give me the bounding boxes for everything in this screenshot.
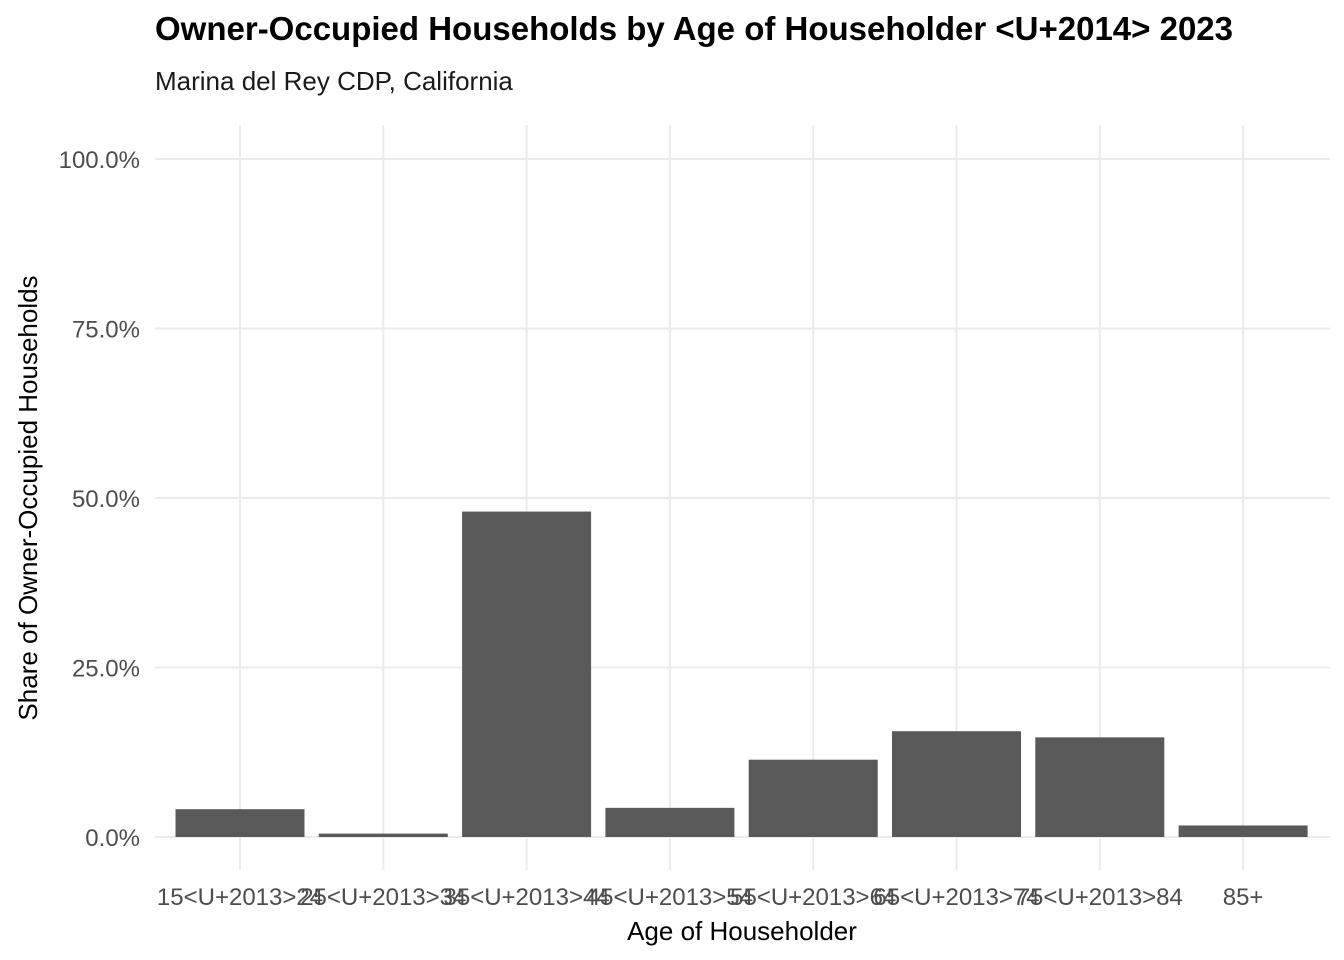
chart-subtitle: Marina del Rey CDP, California <box>155 66 513 96</box>
x-tick-label: 65<U+2013>74 <box>873 884 1039 911</box>
x-tick-label: 75<U+2013>84 <box>1017 884 1183 911</box>
bar <box>1035 737 1165 837</box>
x-tick-label: 35<U+2013>44 <box>444 884 610 911</box>
x-tick-label: 15<U+2013>24 <box>157 884 323 911</box>
x-tick-label: 85+ <box>1223 884 1264 911</box>
y-tick-label: 75.0% <box>72 317 140 344</box>
bar <box>1178 825 1308 837</box>
y-tick-label: 50.0% <box>72 486 140 513</box>
x-axis-title: Age of Householder <box>627 916 857 946</box>
bar <box>605 807 735 837</box>
bar <box>175 809 305 837</box>
bar <box>748 759 878 837</box>
chart-title: Owner-Occupied Households by Age of Hous… <box>155 10 1234 47</box>
y-axis-title: Share of Owner-Occupied Households <box>13 275 43 720</box>
x-tick-label: 45<U+2013>54 <box>587 884 753 911</box>
x-tick-label: 25<U+2013>34 <box>300 884 466 911</box>
bar <box>318 833 448 837</box>
bar <box>462 511 592 837</box>
y-axis-ticks: 0.0% 25.0% 50.0% 75.0% 100.0% <box>59 147 140 852</box>
y-tick-label: 25.0% <box>72 656 140 683</box>
bar <box>892 731 1021 837</box>
y-tick-label: 0.0% <box>85 825 140 852</box>
x-axis-ticks: 15<U+2013>2425<U+2013>3435<U+2013>4445<U… <box>157 884 1264 911</box>
x-tick-label: 55<U+2013>64 <box>730 884 896 911</box>
bars <box>175 511 1308 837</box>
y-tick-label: 100.0% <box>59 147 140 174</box>
